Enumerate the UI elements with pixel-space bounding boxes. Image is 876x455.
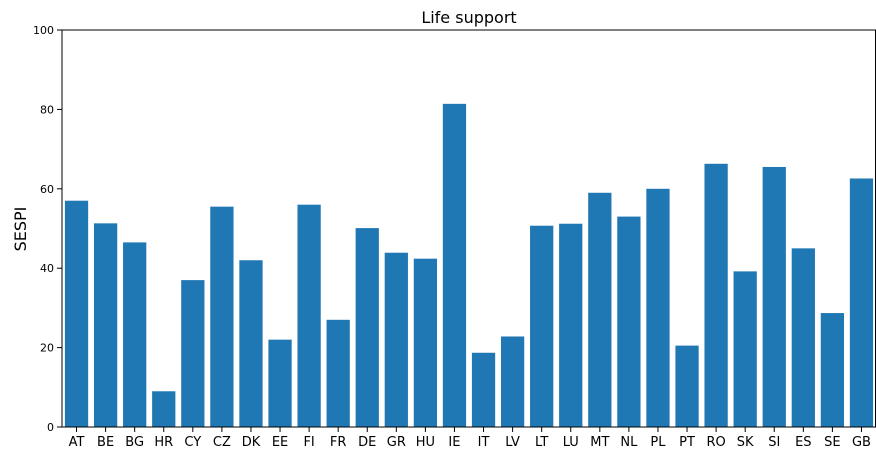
x-tick-label: LV	[505, 435, 520, 450]
y-tick-label: 80	[40, 103, 54, 116]
chart-title: Life support	[421, 8, 516, 27]
bar-hr	[152, 391, 176, 427]
bar-cz	[210, 206, 234, 427]
bar-sk	[733, 271, 757, 427]
bar-mt	[588, 192, 612, 427]
x-tick-label: GR	[387, 435, 406, 450]
bar-lv	[500, 336, 525, 427]
y-axis-label: SESPI	[11, 207, 30, 252]
x-tick-label: BG	[125, 435, 144, 450]
x-tick-label: SK	[737, 435, 754, 450]
bar-pt	[675, 345, 699, 427]
x-axis-ticks: AT BE BG HR CY CZ DK EE FI FR DE GR HU IE IT LV LT LU MT NL…	[69, 427, 871, 450]
x-tick-label: MT	[590, 435, 609, 450]
y-tick-label: 100	[33, 24, 54, 37]
x-tick-label: BE	[97, 435, 114, 450]
bar-nl	[617, 216, 641, 427]
bar-bg	[123, 242, 147, 427]
bar-es	[791, 248, 815, 427]
x-tick-label: FI	[303, 435, 314, 450]
x-tick-label: CZ	[213, 435, 231, 450]
bar-se	[820, 313, 845, 427]
y-tick-label: 0	[47, 421, 54, 434]
x-tick-label: ES	[795, 435, 811, 450]
bar-si	[762, 166, 786, 427]
bar-be	[93, 223, 118, 427]
bar-hu	[413, 258, 438, 427]
bar-gr	[384, 252, 408, 427]
bar-cy	[181, 280, 205, 427]
bar-lt	[530, 225, 554, 427]
y-tick-label: 40	[40, 262, 54, 275]
y-tick-label: 60	[40, 183, 54, 196]
y-tick-label: 20	[40, 342, 54, 355]
bar-pl	[646, 188, 670, 427]
x-tick-label: GB	[852, 435, 871, 450]
x-tick-label: AT	[69, 435, 85, 450]
x-tick-label: FR	[330, 435, 347, 450]
x-tick-label: SI	[768, 435, 780, 450]
x-tick-label: EE	[272, 435, 288, 450]
bar-it	[471, 352, 496, 427]
x-tick-label: CY	[184, 435, 201, 450]
x-tick-label: DK	[242, 435, 261, 450]
x-tick-label: HU	[416, 435, 435, 450]
x-tick-label: LT	[535, 435, 548, 450]
bar-ie	[442, 103, 467, 427]
x-tick-label: PT	[679, 435, 695, 450]
bar-fi	[297, 204, 321, 427]
bar-de	[355, 228, 379, 427]
bar-at	[64, 200, 89, 427]
bar-lu	[559, 223, 583, 427]
x-tick-label: SE	[824, 435, 840, 450]
bar-ro	[704, 163, 728, 427]
x-tick-label: LU	[563, 435, 579, 450]
bar-dk	[239, 260, 263, 427]
x-tick-label: HR	[154, 435, 173, 450]
x-tick-label: IT	[478, 435, 490, 450]
x-tick-label: PL	[650, 435, 666, 450]
x-tick-label: DE	[358, 435, 376, 450]
y-axis-ticks: 0 20 40 60 80 100	[33, 24, 62, 434]
bars	[64, 103, 874, 427]
x-tick-label: IE	[448, 435, 460, 450]
bar-fr	[326, 319, 350, 427]
bar-ee	[268, 339, 292, 427]
x-tick-label: NL	[620, 435, 638, 450]
bar-gb	[849, 178, 874, 427]
x-tick-label: RO	[706, 435, 725, 450]
